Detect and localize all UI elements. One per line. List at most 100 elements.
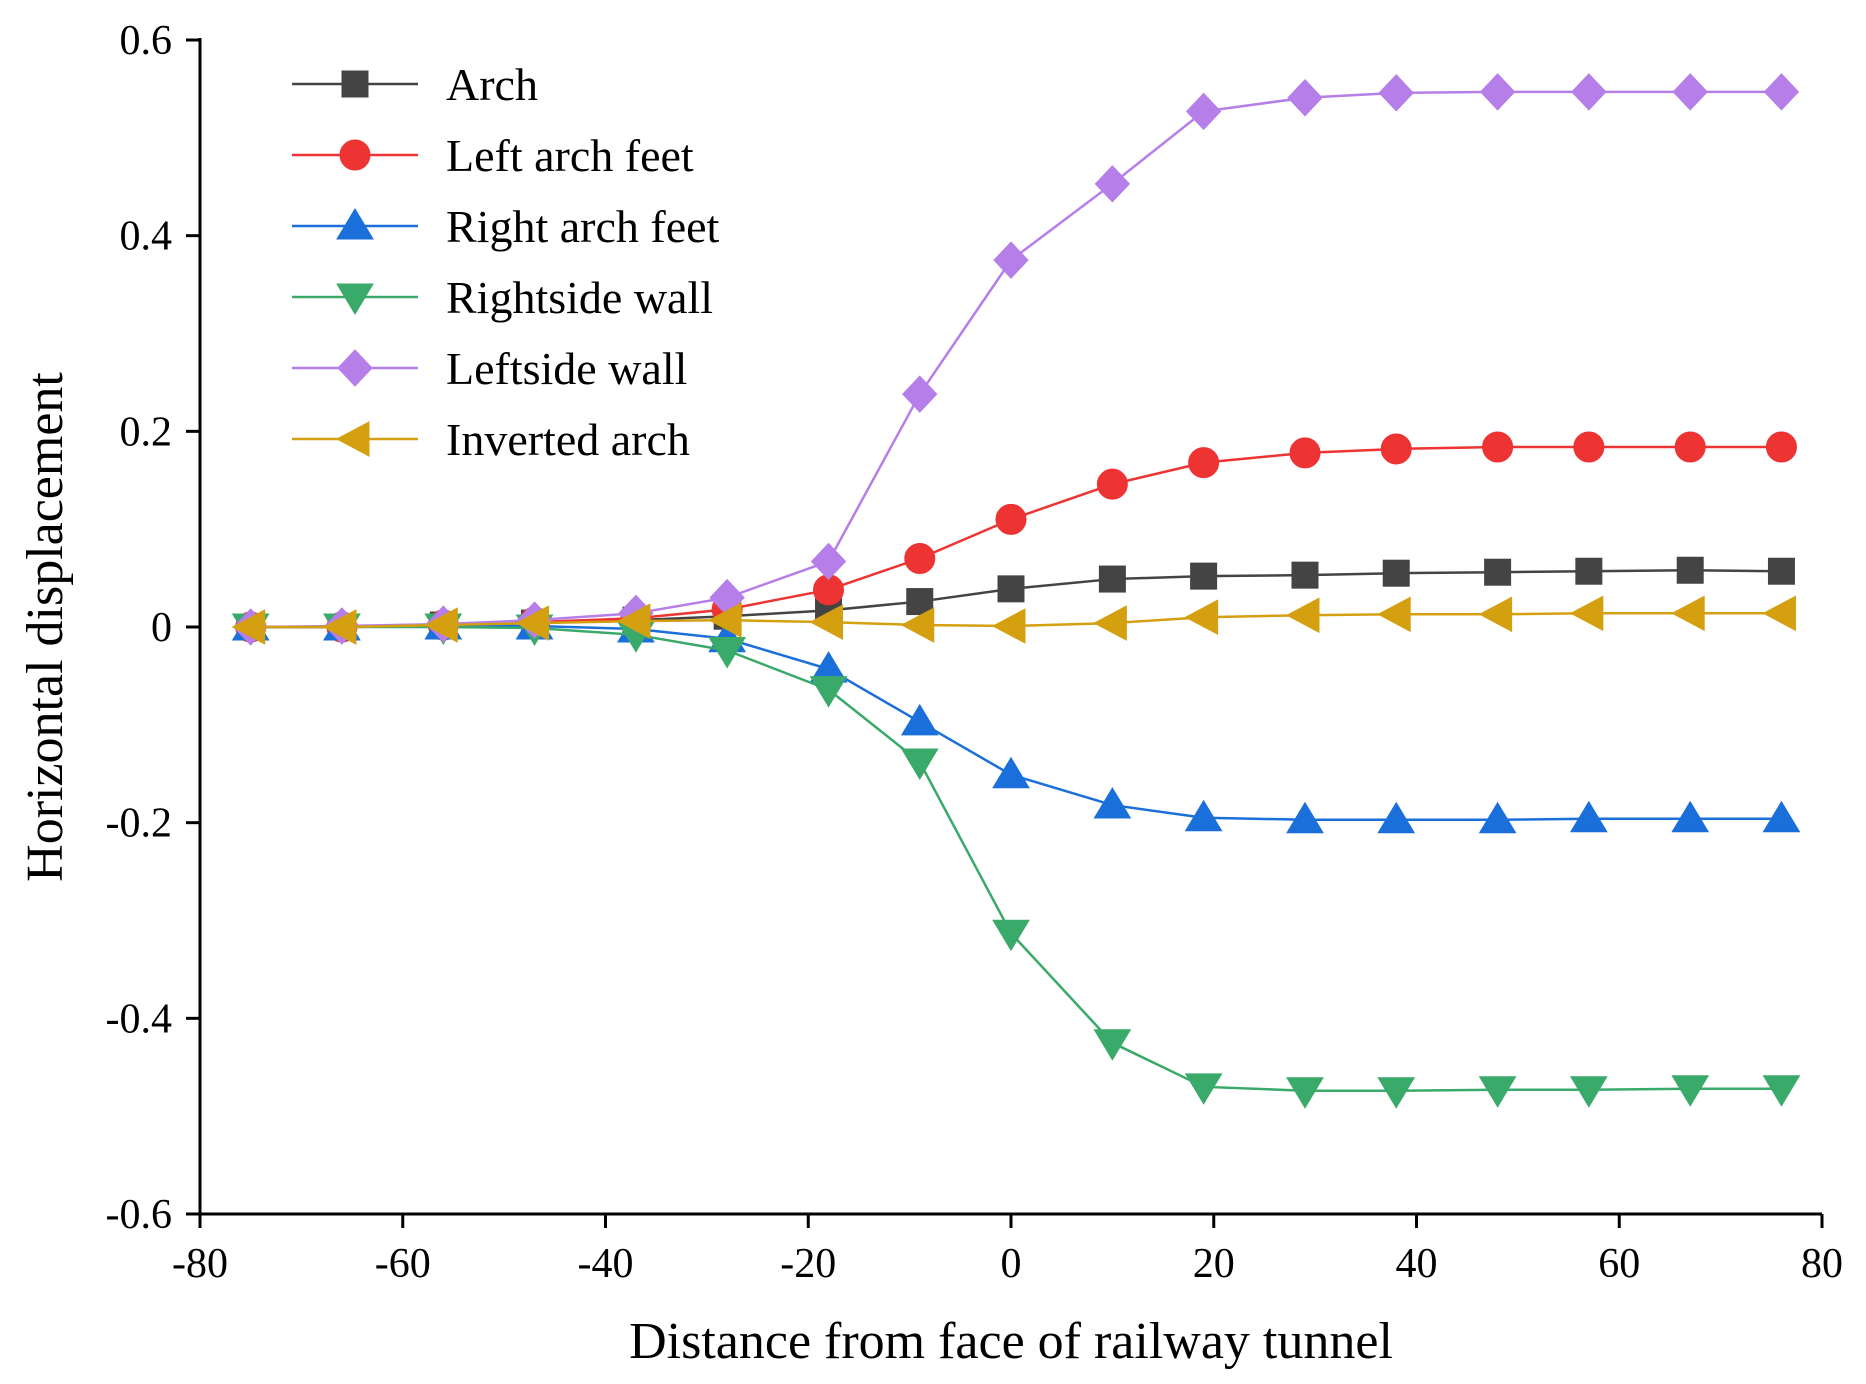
data-point-inverted-arch [900, 607, 935, 643]
x-tick-label: 40 [1396, 1241, 1438, 1287]
data-point-arch [1575, 557, 1603, 585]
legend-marker [335, 421, 370, 457]
data-point-inverted-arch [1762, 595, 1796, 632]
x-tick-label: -60 [375, 1241, 431, 1287]
y-axis-label: Horizontal displacement [17, 372, 74, 882]
data-point-arch [1291, 561, 1319, 589]
series-inverted-arch [231, 595, 1796, 645]
data-point-left-arch-feet [1289, 437, 1321, 469]
data-point-right-arch-feet [1093, 787, 1132, 819]
plot-area [231, 73, 1801, 1109]
legend-item-rightside-wall: Rightside wall [292, 272, 713, 323]
data-point-leftside-wall [810, 542, 847, 581]
y-tick-label: 0.6 [120, 18, 173, 64]
y-tick-label: -0.6 [106, 1192, 173, 1238]
data-point-rightside-wall [1569, 1076, 1608, 1108]
data-point-inverted-arch [1478, 596, 1513, 633]
data-point-rightside-wall [809, 676, 848, 708]
data-point-right-arch-feet [900, 703, 939, 736]
x-axis-label: Distance from face of railway tunnel [629, 1313, 1393, 1370]
data-point-rightside-wall [1184, 1073, 1223, 1105]
x-tick-label: -80 [172, 1241, 228, 1287]
data-point-arch [1484, 558, 1512, 586]
data-point-leftside-wall [1571, 73, 1607, 111]
y-tick-label: 0.4 [120, 214, 173, 260]
y-tick-label: -0.2 [106, 801, 173, 847]
data-point-leftside-wall [1672, 73, 1708, 111]
series-right-arch-feet [231, 608, 1801, 834]
legend-label: Right arch feet [446, 201, 720, 252]
legend: Arch Left arch feet Right arch feet Rightsi… [292, 59, 720, 465]
x-tick-label: 60 [1598, 1241, 1640, 1287]
data-point-rightside-wall [1377, 1077, 1416, 1109]
data-point-rightside-wall [992, 919, 1030, 952]
data-point-inverted-arch [616, 603, 651, 639]
data-point-arch [1676, 556, 1704, 584]
data-point-right-arch-feet [1569, 800, 1608, 833]
legend-label: Inverted arch [446, 414, 690, 465]
data-point-rightside-wall [1093, 1029, 1132, 1061]
data-point-arch [906, 588, 934, 616]
data-point-leftside-wall [902, 375, 938, 413]
legend-marker [336, 283, 374, 315]
data-point-left-arch-feet [1573, 431, 1605, 463]
data-point-left-arch-feet [995, 503, 1027, 535]
data-point-arch [1098, 565, 1126, 593]
data-point-rightside-wall [1762, 1075, 1801, 1107]
data-point-arch [1190, 562, 1218, 590]
legend-marker [341, 70, 369, 98]
data-point-leftside-wall [993, 241, 1029, 279]
axes: -80 -60 -40 -20 0 20 40 60 80 -0.6 -0.4 -0.2 0 0.2 0.4… [106, 18, 1844, 1287]
x-tick-label: -40 [578, 1241, 634, 1287]
x-tick-label: 0 [1001, 1241, 1022, 1287]
legend-item-leftside-wall: Leftside wall [292, 343, 687, 394]
data-point-inverted-arch [991, 608, 1026, 644]
series-rightside-wall [231, 613, 1801, 1109]
series-line-rightside-wall [250, 625, 1782, 1092]
data-point-rightside-wall [900, 748, 939, 780]
legend-item-right-arch-feet: Right arch feet [292, 201, 720, 252]
legend-label: Left arch feet [446, 130, 694, 181]
data-point-left-arch-feet [1674, 431, 1706, 463]
legend-label: Leftside wall [446, 343, 687, 394]
y-tick-label: 0.2 [120, 409, 173, 455]
data-point-left-arch-feet [1482, 431, 1514, 463]
data-point-right-arch-feet [1184, 799, 1223, 832]
data-point-rightside-wall [1478, 1076, 1517, 1108]
data-point-right-arch-feet [992, 756, 1030, 789]
legend-label: Arch [446, 59, 538, 110]
data-point-arch [1382, 559, 1410, 587]
data-point-inverted-arch [809, 604, 844, 640]
data-point-inverted-arch [1569, 595, 1604, 632]
data-point-leftside-wall [1479, 73, 1516, 111]
data-point-leftside-wall [1094, 165, 1131, 203]
data-point-inverted-arch [1671, 595, 1705, 632]
data-point-rightside-wall [1671, 1075, 1710, 1107]
data-point-leftside-wall [1185, 92, 1222, 131]
data-point-rightside-wall [708, 636, 747, 669]
data-point-left-arch-feet [1188, 447, 1220, 479]
data-point-inverted-arch [708, 602, 742, 638]
data-point-arch [997, 575, 1025, 603]
data-point-inverted-arch [322, 609, 357, 645]
y-tick-label: 0 [151, 605, 172, 651]
data-point-inverted-arch [1377, 596, 1411, 633]
data-point-inverted-arch [231, 609, 266, 645]
data-point-inverted-arch [1285, 597, 1320, 634]
data-point-leftside-wall [1287, 78, 1323, 117]
x-tick-label: 20 [1193, 1241, 1235, 1287]
data-point-right-arch-feet [1286, 801, 1324, 834]
data-point-right-arch-feet [1377, 801, 1416, 834]
data-point-inverted-arch [1093, 605, 1127, 641]
data-point-arch [1767, 557, 1795, 585]
legend-item-inverted-arch: Inverted arch [292, 414, 690, 465]
data-point-leftside-wall [1378, 74, 1414, 112]
legend-marker [336, 208, 374, 240]
legend-item-left-arch-feet: Left arch feet [292, 130, 694, 181]
data-point-right-arch-feet [1762, 800, 1801, 833]
data-point-left-arch-feet [904, 543, 936, 575]
series-line-right-arch-feet [250, 624, 1782, 821]
x-tick-label: 80 [1801, 1241, 1843, 1287]
data-point-inverted-arch [515, 605, 550, 641]
